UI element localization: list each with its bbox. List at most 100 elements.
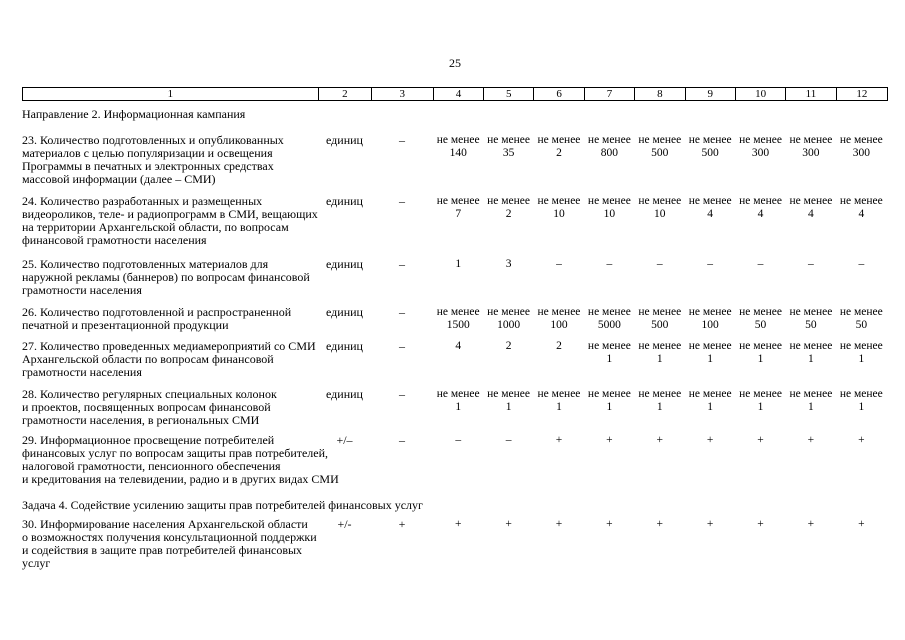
row-unit-cell: +/–	[336, 433, 353, 447]
row-value-cell: –	[606, 258, 613, 270]
row-label: 29. Информационное просвещение потребите…	[22, 433, 339, 486]
row-base-cell: +	[398, 517, 406, 531]
row-value-cell: не менее 1500	[436, 306, 480, 331]
row-value-cell: 2	[505, 340, 512, 352]
row-value-cell: не менее 500	[638, 306, 682, 331]
row-value-cell: не менее 5000	[587, 306, 631, 331]
row-value-cell: не менее 1	[789, 340, 833, 365]
row-value-cell: +	[656, 518, 664, 530]
row-value-cell: не менее 1	[537, 388, 581, 413]
row-unit-cell: единиц	[326, 133, 363, 147]
header-col-cell: 11	[786, 88, 837, 100]
row-value-cell: не менее 1	[739, 340, 782, 365]
row-label: 23. Количество подготовленных и опублико…	[22, 133, 284, 186]
row-value-cell: +	[656, 434, 664, 446]
row-value-cell: не менее 140	[436, 134, 480, 159]
row-unit-cell: единиц	[326, 257, 363, 271]
row-value-cell: +	[454, 518, 462, 530]
row-value-cell: не менее 10	[587, 195, 631, 220]
row-value-cell: не менее 1	[739, 388, 782, 413]
row-value-cell: не менее 2	[537, 134, 581, 159]
row-base-cell: –	[399, 194, 405, 208]
row-value-cell: 2	[556, 340, 562, 352]
row-value-cell: +	[606, 434, 613, 446]
row-value-cell: не менее 1	[638, 340, 682, 365]
row-label: 28. Количество регулярных специальных ко…	[22, 387, 277, 427]
row-value-cell: –	[505, 434, 512, 446]
row-value-cell: не менее 300	[839, 134, 883, 159]
header-col-cell: 10	[736, 88, 787, 100]
row-value-cell: не менее 4	[688, 195, 732, 220]
header-col-cell: 3	[372, 88, 434, 100]
row-value-cell: не менее 10	[638, 195, 682, 220]
row-label: 26. Количество подготовленной и распрост…	[22, 305, 292, 332]
row-value-cell: не менее 50	[789, 306, 833, 331]
row-value-cell: не менее 1	[587, 340, 631, 365]
row-value-cell: не менее 1	[789, 388, 833, 413]
row-base-cell: –	[399, 257, 405, 271]
row-value-cell: –	[707, 258, 714, 270]
row-value-cell: не менее 50	[839, 306, 883, 331]
row-value-cell: не менее 1	[839, 340, 883, 365]
page-content: 25 1 2 3 4 5 6 7 8 9 10 11 12 Направлени…	[22, 0, 888, 570]
header-col-cell: 12	[856, 88, 868, 100]
row-value-cell: –	[656, 258, 663, 270]
row-unit-cell: +/-	[337, 517, 352, 531]
row-value-cell: не менее 1	[587, 388, 631, 413]
row-value-cell: не менее 500	[638, 134, 682, 159]
header-col-cell: 6	[534, 88, 585, 100]
row-value-cell: –	[556, 258, 562, 270]
row-value-cell: не менее 1	[638, 388, 682, 413]
row-value-cell: +	[706, 518, 714, 530]
table-row: 25. Количество подготовленных материалов…	[22, 258, 888, 297]
row-unit-cell: единиц	[326, 305, 363, 319]
table-row: 30. Информирование населения Архангельск…	[22, 518, 888, 570]
indicators-table: 1 2 3 4 5 6 7 8 9 10 11 12 Направление 2…	[22, 87, 888, 570]
row-label: 25. Количество подготовленных материалов…	[22, 257, 310, 297]
header-col-cell: 9	[686, 88, 736, 100]
table-row: 28. Количество регулярных специальных ко…	[22, 388, 888, 427]
table-row: 24. Количество разработанных и размещенн…	[22, 195, 888, 247]
row-value-cell: 3	[505, 258, 512, 270]
row-value-cell: не менее 100	[688, 306, 732, 331]
page-number: 25	[449, 56, 461, 70]
row-value-cell: не менее 4	[839, 195, 883, 220]
header-col-cell: 4	[434, 88, 485, 100]
row-value-cell: +	[858, 518, 865, 530]
row-base-cell: –	[399, 387, 405, 401]
row-value-cell: +	[757, 434, 764, 446]
row-base-cell: –	[399, 305, 405, 319]
task-heading: Задача 4. Содействие усилению защиты пра…	[22, 498, 423, 512]
row-value-cell: не менее 10	[537, 195, 581, 220]
row-unit-cell: единиц	[326, 194, 363, 208]
row-value-cell: +	[757, 518, 764, 530]
row-value-cell: не менее 2	[487, 195, 531, 220]
row-unit-cell: единиц	[326, 339, 363, 353]
header-col-cell: 7	[585, 88, 636, 100]
table-header-row: 1 2 3 4 5 6 7 8 9 10 11 12	[22, 87, 888, 101]
header-col-cell: 8	[635, 88, 686, 100]
table-row: 23. Количество подготовленных и опублико…	[22, 134, 888, 186]
row-base-cell: –	[399, 433, 405, 447]
row-value-cell: не менее 4	[739, 195, 782, 220]
row-value-cell: не менее 1	[688, 388, 732, 413]
row-value-cell: –	[757, 258, 764, 270]
row-value-cell: не менее 100	[537, 306, 581, 331]
row-value-cell: не менее 300	[739, 134, 782, 159]
row-value-cell: +	[606, 518, 613, 530]
row-value-cell: не менее 800	[587, 134, 631, 159]
row-base-cell: –	[399, 339, 405, 353]
row-value-cell: не менее 300	[789, 134, 833, 159]
row-value-cell: не менее 1	[487, 388, 531, 413]
row-value-cell: не менее 4	[789, 195, 833, 220]
row-value-cell: –	[858, 258, 865, 270]
header-col-cell: 1	[23, 88, 319, 100]
row-value-cell: +	[706, 434, 714, 446]
row-value-cell: не менее 1000	[487, 306, 531, 331]
row-label: 30. Информирование населения Архангельск…	[22, 517, 317, 570]
row-value-cell: +	[807, 518, 815, 530]
row-value-cell: –	[808, 258, 814, 270]
table-row: 26. Количество подготовленной и распрост…	[22, 306, 888, 332]
row-value-cell: не менее 500	[688, 134, 732, 159]
